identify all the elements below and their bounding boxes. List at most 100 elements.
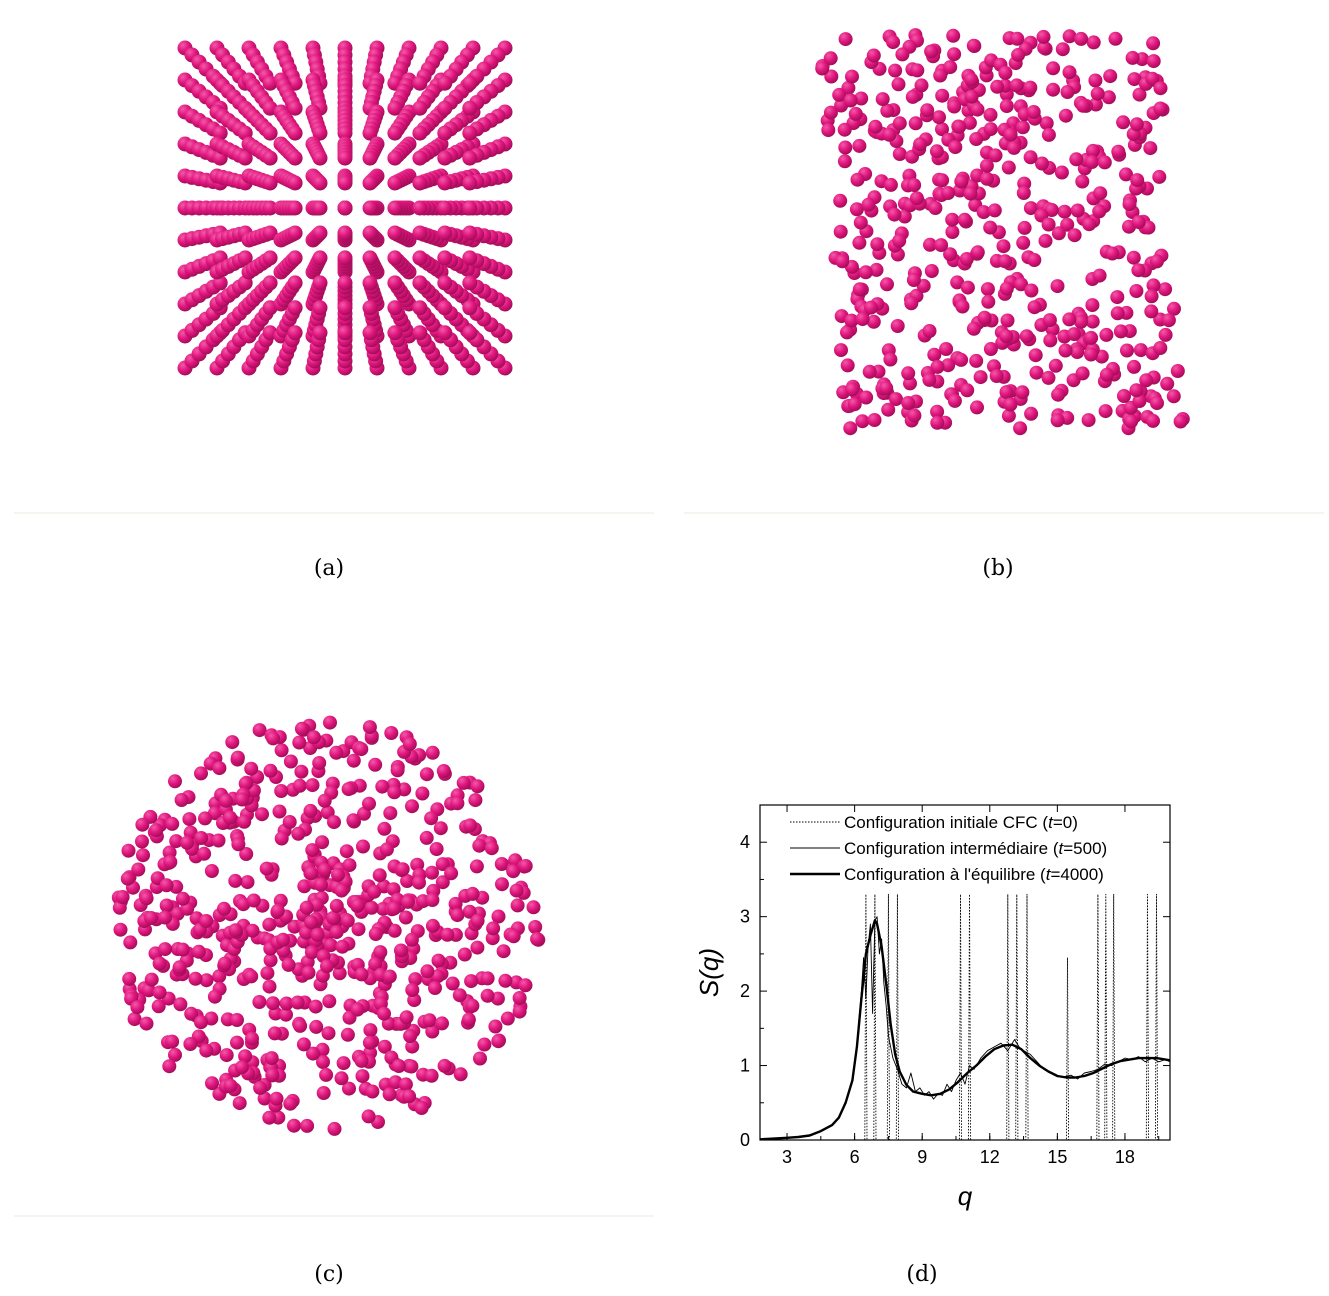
atom-sphere	[435, 857, 450, 872]
atom-sphere	[225, 735, 240, 750]
atom-sphere	[356, 839, 370, 854]
atom-sphere	[314, 877, 328, 892]
atom-sphere	[151, 999, 166, 1014]
atom-sphere	[377, 1039, 392, 1054]
atom-sphere	[943, 60, 958, 75]
atom-sphere	[158, 942, 173, 957]
atom-sphere	[840, 325, 854, 340]
atom-sphere	[1161, 313, 1176, 328]
atom-sphere	[296, 1037, 311, 1052]
atom-sphere	[113, 922, 128, 937]
atom-sphere	[329, 925, 344, 940]
atom-sphere	[1076, 98, 1091, 113]
atom-sphere	[484, 841, 499, 856]
atom-sphere	[1067, 228, 1082, 243]
atom-sphere	[906, 273, 921, 287]
atom-sphere	[864, 300, 878, 315]
atom-sphere	[1127, 359, 1141, 374]
atom-sphere	[1129, 383, 1144, 398]
atom-sphere	[362, 200, 378, 216]
atom-sphere	[334, 883, 349, 898]
atom-sphere	[175, 891, 190, 906]
y-tick-label: 4	[740, 832, 750, 852]
atom-sphere	[966, 38, 981, 53]
atom-sphere	[500, 1011, 515, 1026]
atom-sphere	[199, 914, 214, 928]
atom-sphere	[152, 985, 167, 1000]
atom-sphere	[959, 252, 974, 266]
atom-sphere	[252, 723, 267, 738]
atom-sphere	[362, 275, 378, 291]
structure-factor-chart: 3 6 9 12 15 18 0 1 2 3 4 Configuration initiale CFC…	[670, 780, 1190, 1220]
atom-sphere	[1074, 31, 1089, 46]
atom-sphere	[983, 342, 998, 356]
panel-b-intermediate-config	[810, 5, 1200, 455]
atom-sphere	[428, 981, 442, 995]
atom-sphere	[457, 947, 472, 962]
atom-sphere	[1084, 330, 1099, 345]
atom-sphere	[935, 173, 950, 188]
atom-sphere	[255, 807, 269, 822]
atom-sphere	[291, 826, 306, 841]
atom-sphere	[880, 103, 895, 118]
atom-sphere	[304, 915, 319, 930]
atom-sphere	[323, 715, 337, 730]
atom-sphere	[425, 1024, 440, 1039]
atom-sphere	[927, 347, 942, 362]
atom-sphere	[999, 329, 1014, 344]
atom-sphere	[365, 1084, 380, 1099]
atom-sphere	[337, 275, 353, 291]
atom-sphere	[312, 225, 328, 241]
atom-sphere	[197, 846, 212, 861]
atom-sphere	[412, 300, 428, 316]
atom-sphere	[485, 931, 500, 946]
atom-sphere	[950, 275, 965, 290]
atom-sphere	[1092, 204, 1107, 219]
atom-sphere	[287, 275, 303, 291]
atom-sphere	[183, 1037, 198, 1051]
atom-sphere	[1133, 343, 1148, 358]
atom-sphere	[412, 250, 428, 266]
atom-sphere	[955, 299, 970, 314]
atom-sphere	[144, 911, 159, 925]
atom-sphere	[977, 310, 992, 325]
atom-sphere	[1122, 197, 1137, 212]
atom-sphere	[1117, 389, 1131, 403]
atom-sphere	[512, 991, 527, 1005]
atom-sphere	[279, 996, 294, 1011]
atom-sphere	[512, 1004, 527, 1019]
atom-sphere	[162, 1059, 177, 1074]
atom-sphere	[1081, 413, 1096, 428]
atom-sphere	[259, 861, 274, 876]
atom-sphere	[266, 731, 281, 746]
atom-sphere	[1111, 144, 1126, 159]
atom-sphere	[962, 115, 977, 130]
atom-sphere	[364, 900, 379, 915]
atom-sphere	[868, 119, 883, 134]
atom-sphere	[1035, 156, 1049, 171]
atom-sphere	[1037, 40, 1052, 55]
atom-sphere	[199, 1043, 214, 1058]
atom-sphere	[1084, 155, 1099, 169]
atom-sphere	[312, 325, 328, 341]
atom-sphere	[287, 250, 303, 266]
atom-sphere	[337, 250, 353, 266]
atom-sphere	[844, 313, 859, 328]
atom-sphere	[312, 150, 328, 166]
atom-sphere	[305, 778, 320, 793]
atom-sphere	[983, 122, 998, 137]
atom-sphere	[957, 212, 972, 227]
atom-sphere	[115, 890, 130, 904]
panel-a-crystal-lattice	[140, 40, 540, 410]
atom-sphere	[437, 150, 453, 166]
atom-sphere	[462, 175, 478, 191]
atom-sphere	[1050, 279, 1065, 294]
atom-sphere	[235, 792, 249, 807]
atom-sphere	[462, 275, 478, 291]
atom-sphere	[1099, 367, 1114, 382]
atom-sphere	[320, 959, 334, 974]
atom-sphere	[835, 254, 850, 269]
atom-sphere	[237, 150, 253, 166]
atom-sphere	[870, 237, 885, 252]
atom-sphere	[323, 938, 338, 953]
